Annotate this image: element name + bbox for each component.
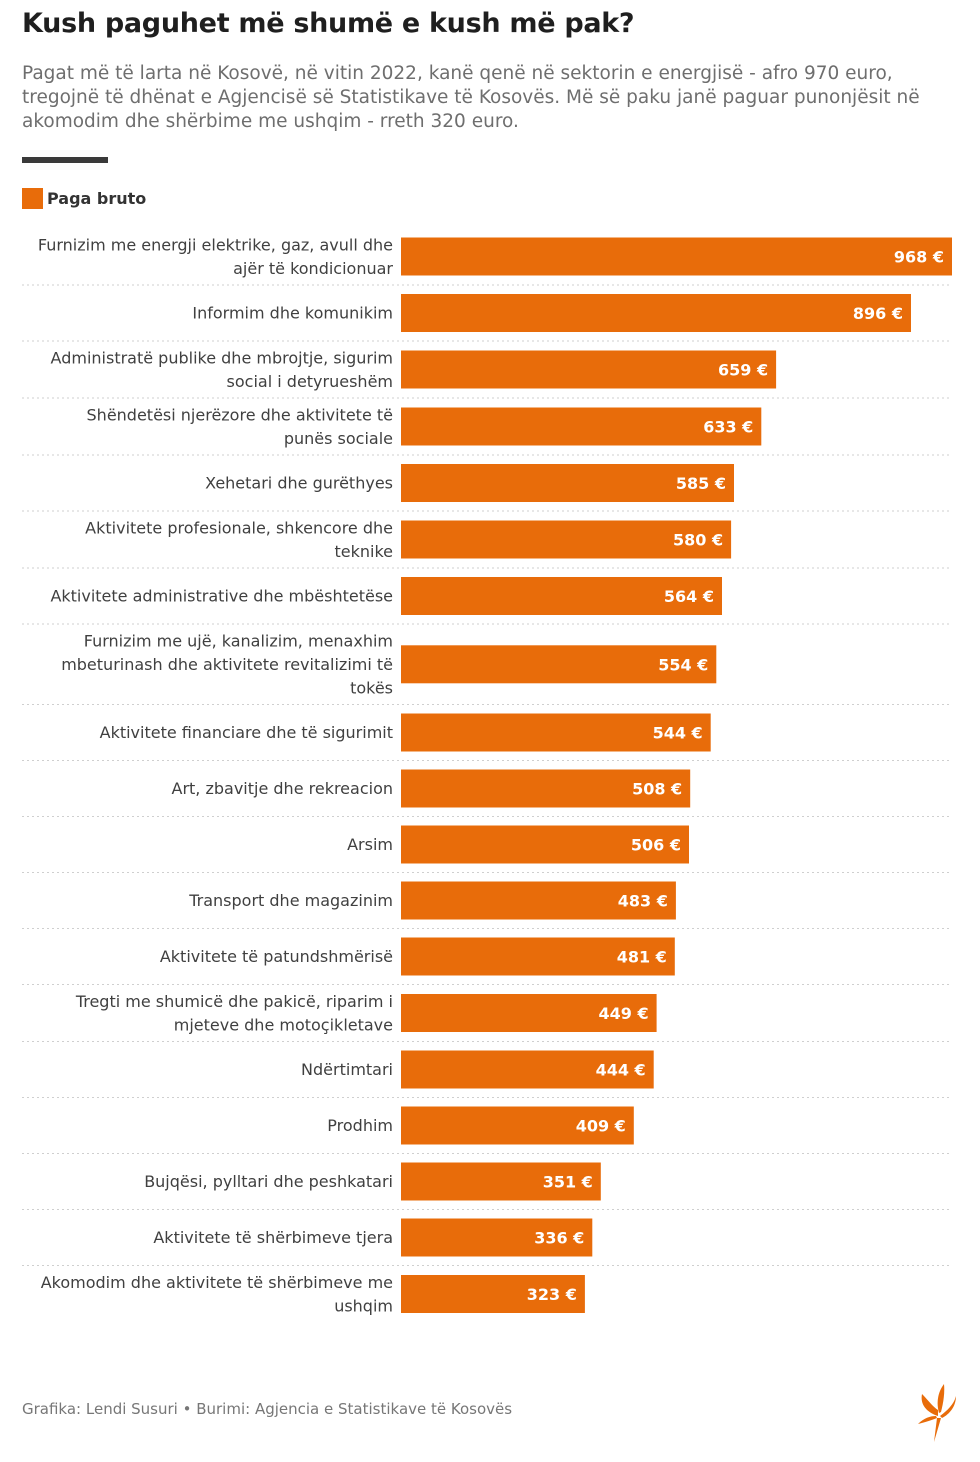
value-label: 481 €: [617, 948, 667, 967]
value-label: 351 €: [543, 1173, 593, 1192]
value-label: 409 €: [576, 1117, 626, 1136]
value-label: 508 €: [632, 780, 682, 799]
category-label: Ndërtimtari: [301, 1060, 393, 1079]
category-label: Bujqësi, pylltari dhe peshkatari: [144, 1172, 393, 1191]
bar: [401, 994, 657, 1032]
category-label: Aktivitete profesionale, shkencore dhe te…: [85, 518, 393, 561]
value-label: 564 €: [664, 587, 714, 606]
bar: [401, 1050, 654, 1089]
bar: [401, 407, 762, 446]
bar: [401, 1218, 593, 1257]
value-label: 968 €: [894, 248, 944, 267]
bar: [401, 1275, 585, 1313]
value-label: 580 €: [673, 531, 723, 550]
bar: [401, 1162, 601, 1201]
category-label: Administratë publike dhe mbrojtje, sigur…: [51, 348, 393, 391]
bar: [401, 577, 722, 615]
bar: [401, 294, 911, 332]
value-label: 336 €: [534, 1229, 584, 1248]
legend: Paga bruto: [22, 186, 146, 210]
value-label: 449 €: [598, 1004, 648, 1023]
bar: [401, 350, 777, 389]
bar: [401, 769, 691, 808]
category-label: Furnizim me energji elektrike, gaz, avul…: [38, 235, 394, 277]
value-label: 444 €: [596, 1061, 646, 1080]
bar: [401, 520, 732, 559]
bar: [401, 237, 952, 276]
category-label: Prodhim: [327, 1116, 393, 1135]
category-label: Akomodim dhe aktivitete të shërbimeve me…: [41, 1273, 393, 1316]
bar: [401, 937, 675, 976]
chart-subtitle: Pagat më të larta në Kosovë, në vitin 20…: [22, 63, 920, 132]
category-label: Art, zbavitje dhe rekreacion: [172, 779, 394, 798]
category-label: Aktivitete të patundshmërisë: [160, 947, 393, 966]
bar-chart: Furnizim me energji elektrike, gaz, avul…: [22, 235, 952, 1316]
bar: [401, 1106, 634, 1145]
value-label: 659 €: [718, 361, 768, 380]
bar: [401, 713, 711, 752]
value-label: 506 €: [631, 836, 681, 855]
category-label: Xehetari dhe gurëthyes: [205, 474, 393, 493]
category-label: Aktivitete administrative dhe mbështetës…: [50, 587, 393, 606]
value-label: 633 €: [703, 418, 753, 437]
value-label: 585 €: [676, 474, 726, 493]
category-label: Shëndetësi njerëzore dhe aktivitete të pu…: [87, 405, 393, 448]
value-label: 554 €: [658, 655, 708, 674]
value-label: 544 €: [653, 724, 703, 743]
bar: [401, 825, 689, 864]
legend-swatch: [22, 187, 43, 209]
bar: [401, 645, 717, 684]
chart-title: Kush paguhet më shumë e kush më pak?: [22, 8, 635, 39]
legend-label: Paga bruto: [47, 188, 147, 208]
category-label: Transport dhe magazinim: [188, 891, 393, 910]
category-label: Informim dhe komunikim: [192, 304, 393, 323]
category-label: Aktivitete financiare dhe të sigurimit: [100, 723, 393, 742]
value-label: 896 €: [853, 304, 903, 323]
title-divider: [22, 157, 108, 163]
value-label: 483 €: [618, 892, 668, 911]
bar: [401, 881, 676, 920]
category-label: Aktivitete të shërbimeve tjera: [153, 1228, 393, 1247]
source-footer: Grafika: Lendi Susuri • Burimi: Agjencia…: [22, 1400, 513, 1418]
category-label: Arsim: [347, 835, 393, 854]
value-label: 323 €: [527, 1285, 577, 1304]
category-label: Furnizim me ujë, kanalizim, menaxhim mbet…: [61, 631, 393, 697]
rfe-rl-torch-logo: [918, 1384, 956, 1442]
bar: [401, 464, 734, 502]
